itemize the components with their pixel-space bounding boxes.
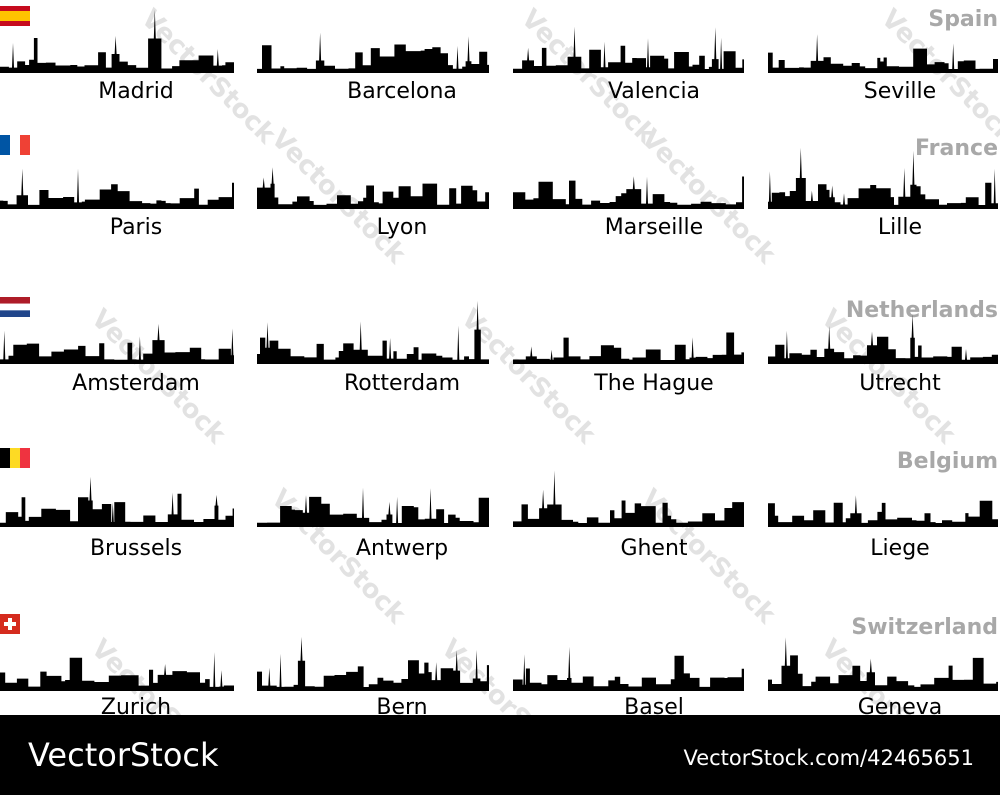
flag-part: [0, 297, 30, 304]
skyline: [513, 646, 744, 691]
skyline: [768, 314, 998, 364]
country-name: Belgium: [897, 449, 998, 474]
city-name: Rotterdam: [344, 371, 460, 396]
city-name: Barcelona: [347, 79, 457, 104]
skyline: [0, 652, 234, 691]
flag-part: [10, 448, 20, 468]
flag: [0, 6, 30, 26]
city-name: Antwerp: [356, 536, 448, 561]
flag-part: [0, 135, 10, 155]
skyline: [257, 636, 489, 691]
city-name: Brussels: [90, 536, 182, 561]
skyline: [0, 9, 234, 74]
flag: [0, 135, 30, 155]
rows: Spain Madrid Barcelona Valencia Seville Franc…: [0, 6, 998, 720]
city-name: Seville: [864, 79, 936, 104]
flag: [0, 614, 20, 634]
city-name: The Hague: [593, 371, 713, 396]
city-name: Madrid: [98, 79, 174, 104]
flag-part: [0, 6, 30, 11]
watermark: VectorStock: [515, 4, 662, 151]
flag-part: [4, 622, 16, 626]
skyline: [257, 32, 489, 73]
country-name: Spain: [928, 7, 998, 32]
city-name: Utrecht: [859, 371, 941, 396]
footer-brand: VectorStock: [28, 736, 219, 774]
skyline: [257, 300, 489, 364]
skyline: [513, 470, 744, 527]
flag-part: [0, 448, 10, 468]
skyline: [768, 147, 998, 209]
skyline: [0, 476, 234, 527]
skyline: [513, 176, 744, 209]
skyline: [768, 637, 998, 691]
flag-part: [20, 448, 30, 468]
city-name: Marseille: [605, 215, 703, 240]
city-name: Amsterdam: [72, 371, 200, 396]
flag-part: [0, 11, 30, 16]
flag-part: [0, 310, 30, 317]
footer-url: VectorStock.com/42465651: [683, 746, 974, 770]
flag: [0, 448, 30, 468]
footer-bar: [0, 715, 1000, 795]
city-name: Lyon: [377, 215, 428, 240]
skyline: [0, 168, 234, 209]
skyline: [257, 167, 489, 209]
skyline: [0, 323, 234, 364]
skyline: [768, 495, 998, 527]
country-name: France: [915, 136, 998, 161]
country-name: Netherlands: [846, 298, 998, 323]
flag-part: [20, 135, 30, 155]
city-name: Liege: [870, 536, 929, 561]
flag-part: [10, 135, 20, 155]
country-name: Switzerland: [851, 615, 998, 640]
flag: [0, 297, 30, 317]
flag-part: [0, 21, 30, 26]
skyline: [768, 34, 998, 73]
skyline: [513, 332, 744, 364]
flag-part: [0, 16, 30, 21]
skyline: [257, 487, 489, 527]
skyline: [513, 26, 744, 74]
city-name: Paris: [110, 215, 162, 240]
watermark: VectorStock: [135, 4, 282, 151]
city-name: Lille: [878, 215, 922, 240]
city-name: Ghent: [620, 536, 687, 561]
city-name: Valencia: [608, 79, 700, 104]
flag-part: [0, 303, 30, 311]
